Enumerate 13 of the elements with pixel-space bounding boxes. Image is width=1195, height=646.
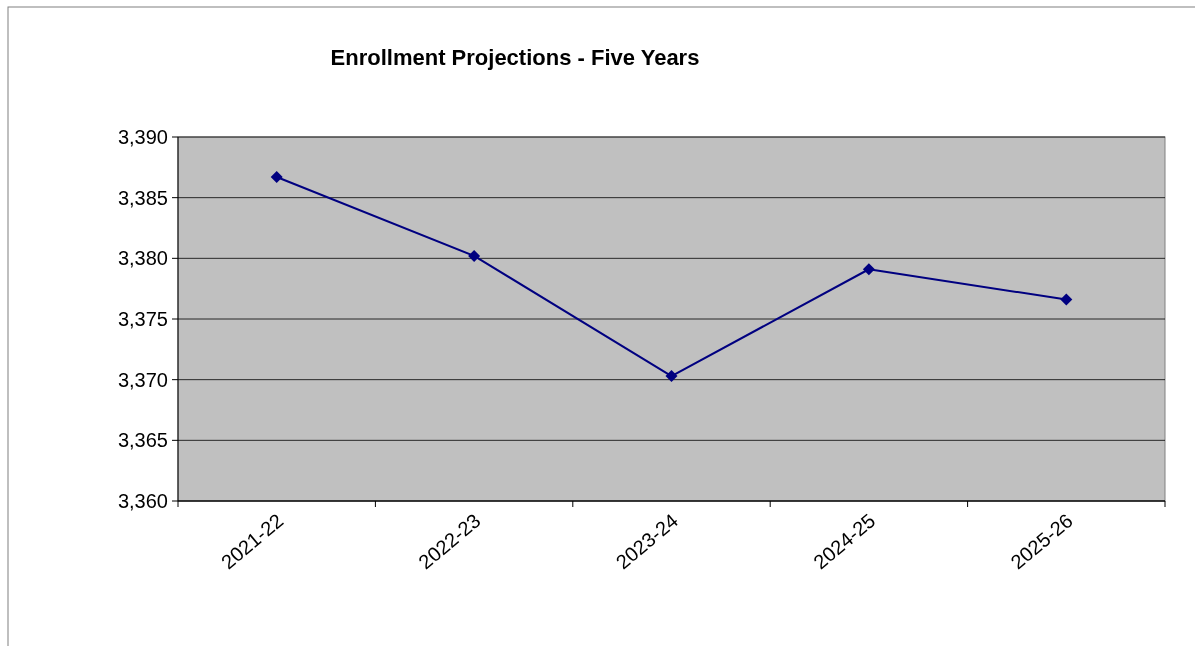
- y-tick-label: 3,390: [117, 126, 168, 148]
- point: [270, 171, 283, 184]
- y-tick-label: 3,385: [117, 186, 168, 209]
- point: [665, 370, 678, 383]
- y-tick-label: 3,370: [117, 368, 168, 391]
- chart-title: Enrollment Projections - Five Years: [330, 45, 700, 70]
- point: [468, 249, 481, 262]
- point: [862, 263, 875, 276]
- y-tick-label: 3,360: [117, 490, 168, 512]
- point: [1060, 293, 1073, 306]
- y-tick-label: 3,375: [117, 308, 168, 330]
- y-tick-label: 3,365: [117, 429, 168, 452]
- y-tick-label: 3,380: [117, 247, 168, 270]
